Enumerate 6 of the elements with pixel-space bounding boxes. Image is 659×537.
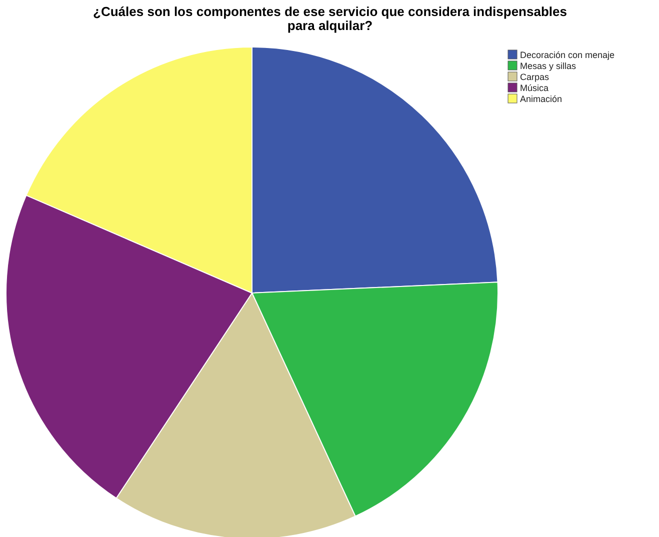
- legend-label: Mesas y sillas: [520, 61, 577, 71]
- legend-label: Música: [520, 83, 549, 93]
- legend-label: Animación: [520, 94, 562, 104]
- legend-label: Carpas: [520, 72, 550, 82]
- legend-label: Decoración con menaje: [520, 50, 615, 60]
- chart-title: ¿Cuáles son los componentes de ese servicio que considera indispensables para alquilar?: [93, 4, 567, 33]
